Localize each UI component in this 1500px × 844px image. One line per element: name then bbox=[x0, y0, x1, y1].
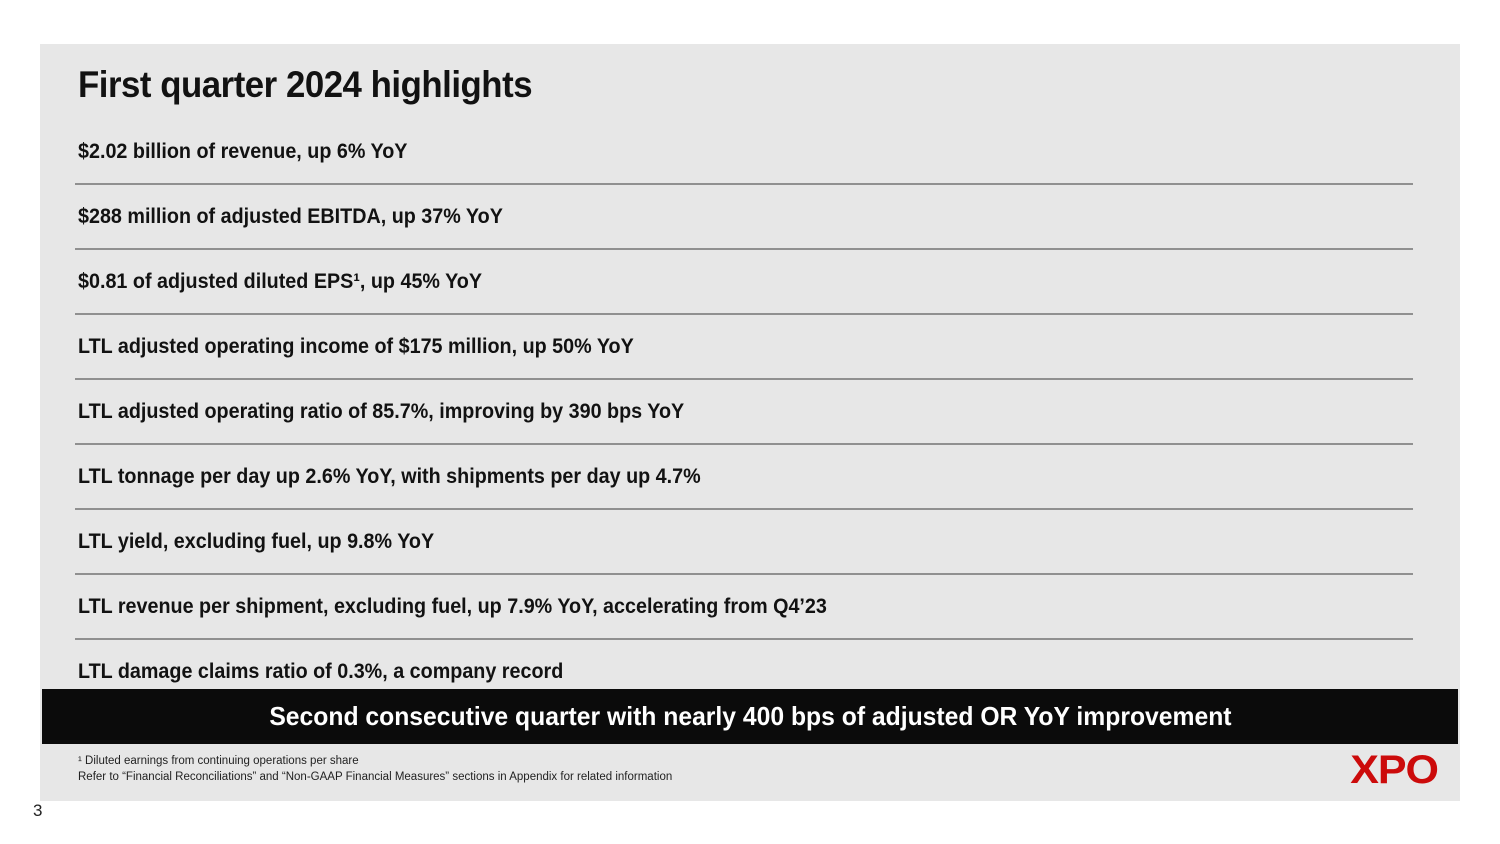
divider bbox=[75, 638, 1413, 640]
footnote-line: Refer to “Financial Reconciliations” and… bbox=[78, 771, 673, 783]
highlight-item-tonnage: LTL tonnage per day up 2.6% YoY, with sh… bbox=[75, 445, 1413, 508]
page-number: 3 bbox=[33, 801, 43, 820]
page-title: First quarter 2024 highlights bbox=[78, 64, 561, 106]
highlight-item-operating-income: LTL adjusted operating income of $175 mi… bbox=[75, 315, 1413, 378]
highlights-list: $2.02 billion of revenue, up 6% YoY $288… bbox=[75, 120, 1413, 703]
divider bbox=[75, 183, 1413, 185]
divider bbox=[75, 573, 1413, 575]
divider bbox=[75, 443, 1413, 445]
highlight-item-revenue-per-shipment: LTL revenue per shipment, excluding fuel… bbox=[75, 575, 1413, 638]
xpo-logo: XPO bbox=[1350, 748, 1439, 793]
footnotes: ¹ Diluted earnings from continuing opera… bbox=[78, 753, 672, 785]
highlight-item-ebitda: $288 million of adjusted EBITDA, up 37% … bbox=[75, 185, 1413, 248]
highlight-text: LTL yield, excluding fuel, up 9.8% YoY bbox=[78, 529, 435, 553]
highlight-text: LTL damage claims ratio of 0.3%, a compa… bbox=[78, 659, 564, 683]
slide: First quarter 2024 highlights $2.02 bill… bbox=[40, 44, 1460, 801]
highlight-item-operating-ratio: LTL adjusted operating ratio of 85.7%, i… bbox=[75, 380, 1413, 443]
footnote-line: ¹ Diluted earnings from continuing opera… bbox=[78, 755, 359, 767]
highlight-text: $0.81 of adjusted diluted EPS¹, up 45% Y… bbox=[78, 269, 483, 293]
divider bbox=[75, 248, 1413, 250]
summary-banner: Second consecutive quarter with nearly 4… bbox=[42, 689, 1458, 744]
highlight-item-damage-claims: LTL damage claims ratio of 0.3%, a compa… bbox=[75, 640, 1413, 703]
highlight-text: LTL adjusted operating income of $175 mi… bbox=[78, 334, 634, 358]
highlight-text: LTL revenue per shipment, excluding fuel… bbox=[78, 594, 827, 618]
highlight-text: LTL adjusted operating ratio of 85.7%, i… bbox=[78, 399, 685, 423]
highlight-text: LTL tonnage per day up 2.6% YoY, with sh… bbox=[78, 464, 701, 488]
highlight-text: $2.02 billion of revenue, up 6% YoY bbox=[78, 139, 408, 163]
page-title-text: First quarter 2024 highlights bbox=[78, 64, 533, 105]
highlight-text: $288 million of adjusted EBITDA, up 37% … bbox=[78, 204, 503, 228]
divider bbox=[75, 378, 1413, 380]
divider bbox=[75, 508, 1413, 510]
highlight-item-revenue: $2.02 billion of revenue, up 6% YoY bbox=[75, 120, 1413, 183]
divider bbox=[75, 313, 1413, 315]
highlight-item-eps: $0.81 of adjusted diluted EPS¹, up 45% Y… bbox=[75, 250, 1413, 313]
summary-banner-text: Second consecutive quarter with nearly 4… bbox=[268, 701, 1232, 731]
highlight-item-yield: LTL yield, excluding fuel, up 9.8% YoY bbox=[75, 510, 1413, 573]
